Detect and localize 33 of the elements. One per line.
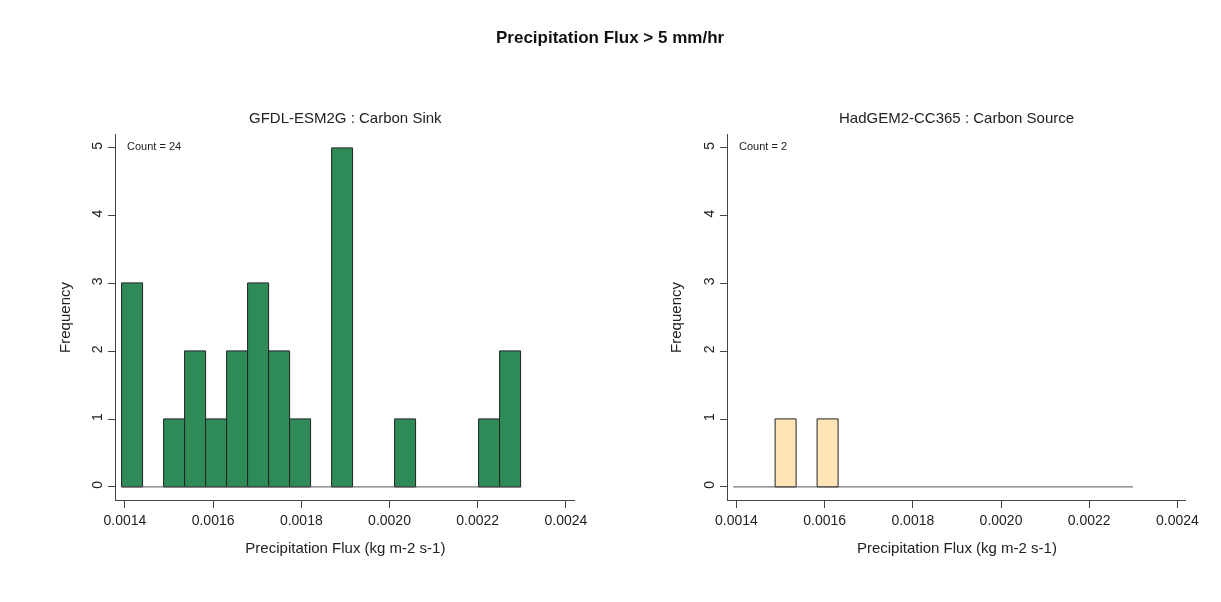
- x-tick-label: 0.0014: [103, 512, 147, 529]
- y-axis-title: Frequency: [667, 281, 685, 353]
- text: Precipitation Flux > 5 mm/hr: [496, 28, 725, 47]
- annotation: Count = 2: [739, 140, 788, 152]
- x-axis-title: Precipitation Flux (kg m-2 s-1): [856, 539, 1057, 557]
- y-axis-title: Frequency: [55, 281, 73, 353]
- y-tick-label: 3: [701, 277, 717, 286]
- annotation: Count = 24: [127, 140, 182, 152]
- y-tick-label: 0: [89, 480, 106, 489]
- x-tick-label: 0.0020: [368, 512, 412, 529]
- y-tick-label: 5: [89, 141, 106, 150]
- y-tick-label: 1: [701, 412, 717, 421]
- x-tick-label: 0.0024: [1156, 512, 1200, 529]
- x-tick-label: 0.0022: [456, 512, 500, 529]
- chart-title: GFDL-ESM2G : Carbon Sink: [249, 109, 443, 126]
- x-tick-label: 0.0022: [1067, 512, 1111, 529]
- x-tick-label: 0.0016: [803, 512, 847, 529]
- x-tick-label: 0.0020: [979, 512, 1023, 529]
- y-tick-label: 4: [701, 209, 717, 218]
- y-tick-label: 5: [701, 141, 717, 150]
- y-tick-label: 4: [89, 209, 106, 218]
- y-tick-label: 3: [89, 277, 106, 286]
- y-tick-label: 2: [89, 345, 106, 354]
- x-tick-label: 0.0024: [544, 512, 588, 529]
- y-tick-label: 1: [89, 412, 106, 421]
- y-tick-label: 0: [701, 480, 717, 489]
- x-tick-label: 0.0018: [891, 512, 935, 529]
- x-axis-title: Precipitation Flux (kg m-2 s-1): [245, 539, 446, 557]
- chart-title: HadGEM2-CC365 : Carbon Source: [839, 109, 1075, 126]
- x-tick-label: 0.0014: [715, 512, 759, 529]
- x-tick-label: 0.0018: [279, 512, 323, 529]
- x-tick-label: 0.0016: [191, 512, 235, 529]
- y-tick-label: 2: [701, 345, 717, 354]
